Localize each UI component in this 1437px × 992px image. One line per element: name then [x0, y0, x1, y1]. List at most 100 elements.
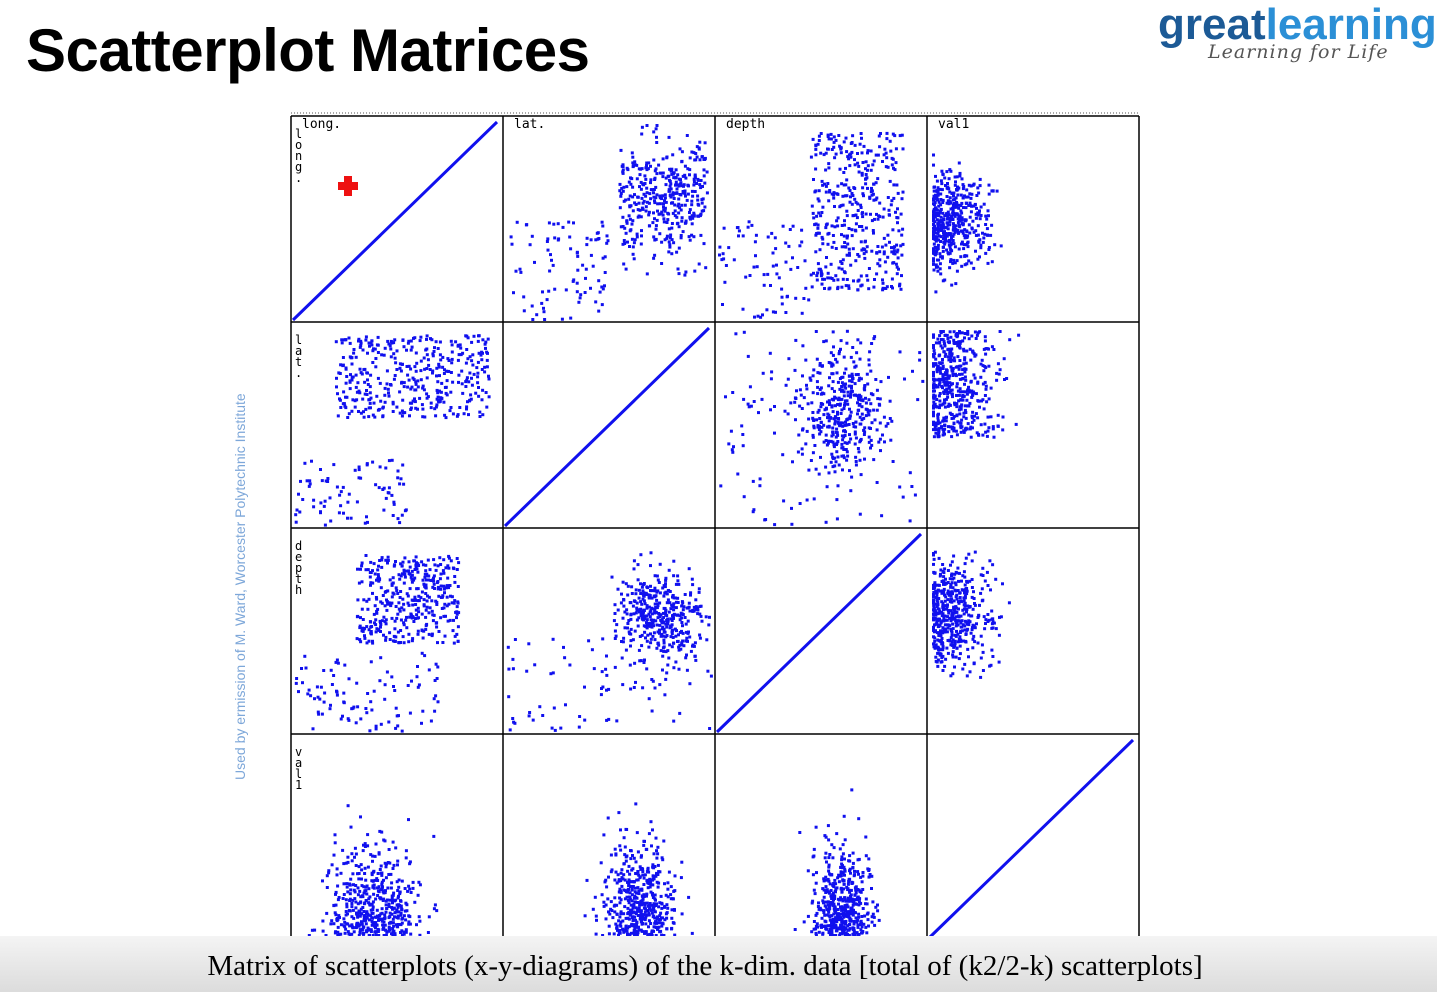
data-point — [680, 616, 684, 620]
data-point — [878, 258, 882, 262]
data-point — [358, 367, 362, 371]
data-point — [850, 372, 854, 376]
data-point — [970, 389, 974, 393]
data-point — [371, 905, 375, 909]
data-point — [963, 356, 967, 360]
data-point — [996, 413, 1000, 417]
data-point — [835, 371, 839, 375]
data-point — [379, 888, 383, 892]
data-point — [423, 367, 427, 371]
data-point — [628, 245, 631, 248]
data-point — [979, 214, 983, 217]
data-point — [600, 285, 604, 289]
data-point — [398, 482, 402, 486]
data-point — [681, 639, 685, 643]
data-point — [652, 631, 656, 635]
data-point — [413, 900, 417, 904]
data-point — [641, 615, 644, 619]
data-point — [661, 668, 664, 672]
data-point — [344, 898, 348, 902]
data-point — [732, 445, 735, 449]
data-point — [385, 930, 389, 934]
data-point — [789, 267, 793, 271]
data-point — [639, 659, 643, 663]
data-point — [857, 170, 861, 174]
data-point — [416, 570, 420, 574]
data-point — [692, 235, 696, 239]
data-point — [954, 595, 958, 599]
data-point — [807, 468, 811, 472]
data-point — [304, 666, 308, 670]
data-point — [631, 161, 635, 165]
data-point — [954, 374, 958, 378]
data-point — [417, 683, 421, 687]
data-point — [410, 679, 413, 683]
data-point — [380, 619, 384, 623]
data-point — [432, 907, 436, 911]
data-point — [414, 369, 418, 373]
data-point — [672, 608, 676, 612]
data-point — [630, 237, 634, 241]
data-point — [868, 196, 872, 200]
data-point — [831, 410, 835, 414]
data-point — [624, 648, 628, 652]
data-point — [649, 188, 653, 192]
data-point — [812, 271, 815, 275]
data-point — [988, 664, 992, 668]
data-point — [824, 151, 828, 155]
data-point — [826, 441, 830, 445]
data-point — [850, 384, 853, 388]
data-point — [437, 630, 441, 633]
data-point — [722, 257, 726, 261]
data-point — [859, 395, 863, 399]
data-point — [798, 404, 802, 408]
data-point — [851, 247, 855, 251]
data-point — [693, 174, 697, 178]
data-point — [944, 397, 948, 401]
data-point — [979, 205, 983, 209]
data-point — [633, 193, 636, 197]
data-point — [430, 599, 434, 603]
data-point — [943, 344, 947, 348]
data-point — [833, 419, 837, 423]
data-point — [950, 242, 954, 245]
data-point — [452, 618, 455, 622]
data-point — [664, 176, 668, 180]
data-point — [956, 185, 959, 189]
data-point — [884, 287, 888, 290]
data-point — [376, 872, 380, 875]
data-point — [392, 863, 396, 867]
data-point — [663, 206, 667, 210]
data-point — [351, 898, 355, 902]
data-point — [394, 898, 398, 902]
data-point — [397, 601, 401, 605]
data-point — [470, 340, 474, 344]
data-point — [957, 367, 961, 371]
data-point — [954, 212, 957, 216]
data-point — [858, 376, 862, 380]
data-point — [438, 340, 442, 344]
data-point — [460, 382, 464, 386]
data-point — [680, 216, 684, 220]
data-point — [370, 923, 374, 927]
data-point — [671, 594, 675, 597]
data-point — [868, 409, 872, 413]
data-point — [680, 912, 684, 916]
data-point — [966, 647, 970, 651]
data-point — [347, 492, 351, 496]
data-point — [979, 656, 983, 660]
data-point — [949, 260, 952, 264]
data-point — [647, 621, 651, 625]
data-point — [630, 909, 634, 913]
data-point — [734, 332, 738, 336]
data-point — [434, 405, 438, 409]
data-point — [348, 380, 352, 384]
data-point — [396, 630, 400, 634]
data-point — [668, 179, 672, 183]
data-point — [859, 341, 863, 345]
data-point — [374, 842, 378, 846]
data-point — [787, 357, 791, 361]
data-point — [818, 363, 822, 367]
data-point — [621, 170, 625, 174]
data-point — [932, 606, 936, 610]
